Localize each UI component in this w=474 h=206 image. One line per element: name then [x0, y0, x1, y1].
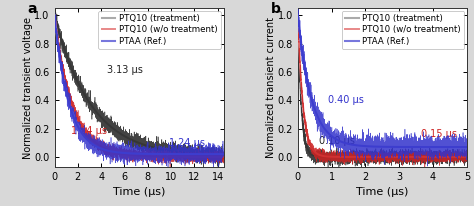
PTQ10 (w/o treatment) — [123, 153, 128, 156]
PTQ10 (treatment) — [123, 136, 128, 138]
PTQ10 (w/o treatment) — [124, 153, 130, 156]
PTQ10 (treatment) — [132, 140, 137, 143]
PTQ10 (treatment) — [295, 14, 301, 16]
PTAA (Ref.) — [52, 14, 57, 16]
Text: 0.10 μs: 0.10 μs — [319, 136, 355, 146]
PTQ10 (w/o treatment) — [221, 156, 227, 158]
X-axis label: Time (μs): Time (μs) — [113, 187, 165, 197]
Legend: PTQ10 (treatment), PTQ10 (w/o treatment), PTAA (Ref.): PTQ10 (treatment), PTQ10 (w/o treatment)… — [98, 11, 221, 49]
Line: PTQ10 (treatment): PTQ10 (treatment) — [55, 15, 224, 156]
PTQ10 (treatment) — [124, 136, 130, 139]
PTAA (Ref.) — [450, 146, 456, 148]
PTQ10 (w/o treatment) — [207, 156, 213, 158]
Y-axis label: Normalized transient current: Normalized transient current — [266, 17, 276, 158]
PTAA (Ref.) — [459, 146, 465, 148]
PTQ10 (treatment) — [375, 156, 381, 158]
PTQ10 (treatment) — [418, 156, 423, 158]
PTQ10 (w/o treatment) — [174, 156, 180, 158]
PTAA (Ref.) — [418, 146, 423, 148]
PTAA (Ref.) — [221, 153, 227, 155]
X-axis label: Time (μs): Time (μs) — [356, 187, 409, 197]
PTQ10 (treatment) — [207, 154, 213, 156]
PTQ10 (w/o treatment) — [216, 156, 221, 158]
Text: 0.40 μs: 0.40 μs — [328, 95, 364, 105]
Text: a: a — [27, 2, 37, 16]
PTQ10 (treatment) — [450, 156, 456, 158]
PTQ10 (treatment) — [464, 156, 470, 158]
PTQ10 (w/o treatment) — [295, 14, 301, 16]
PTAA (Ref.) — [295, 14, 301, 16]
Legend: PTQ10 (treatment), PTQ10 (w/o treatment), PTAA (Ref.): PTQ10 (treatment), PTQ10 (w/o treatment)… — [342, 11, 465, 49]
PTAA (Ref.) — [464, 146, 470, 148]
PTQ10 (treatment) — [221, 154, 227, 157]
PTQ10 (w/o treatment) — [464, 156, 470, 158]
Line: PTAA (Ref.): PTAA (Ref.) — [55, 15, 224, 154]
PTAA (Ref.) — [207, 153, 213, 155]
Line: PTQ10 (treatment): PTQ10 (treatment) — [298, 15, 467, 157]
PTQ10 (w/o treatment) — [375, 156, 381, 158]
Text: 3.13 μs: 3.13 μs — [107, 65, 143, 75]
PTQ10 (treatment) — [367, 156, 373, 158]
Text: 0.15 μs: 0.15 μs — [421, 129, 457, 139]
PTAA (Ref.) — [367, 145, 373, 148]
PTQ10 (treatment) — [366, 156, 372, 158]
Text: 1.54 μs: 1.54 μs — [71, 126, 107, 136]
PTQ10 (w/o treatment) — [366, 156, 372, 158]
PTQ10 (w/o treatment) — [418, 156, 423, 158]
PTAA (Ref.) — [124, 152, 130, 154]
Text: b: b — [271, 2, 281, 16]
Line: PTAA (Ref.): PTAA (Ref.) — [298, 15, 467, 147]
PTAA (Ref.) — [132, 152, 137, 155]
PTQ10 (treatment) — [52, 14, 57, 16]
Line: PTQ10 (w/o treatment): PTQ10 (w/o treatment) — [298, 15, 467, 157]
PTAA (Ref.) — [174, 153, 180, 155]
PTQ10 (w/o treatment) — [367, 156, 373, 158]
PTQ10 (w/o treatment) — [450, 156, 456, 158]
PTQ10 (treatment) — [216, 154, 221, 157]
PTQ10 (w/o treatment) — [52, 14, 57, 16]
PTQ10 (treatment) — [459, 156, 465, 158]
PTQ10 (w/o treatment) — [459, 156, 465, 158]
Text: 1.24 μs: 1.24 μs — [169, 138, 205, 149]
Line: PTQ10 (w/o treatment): PTQ10 (w/o treatment) — [55, 15, 224, 157]
PTQ10 (treatment) — [174, 151, 180, 153]
Y-axis label: Normalized transient voltage: Normalized transient voltage — [23, 16, 33, 159]
PTAA (Ref.) — [123, 152, 128, 154]
PTAA (Ref.) — [375, 145, 381, 148]
PTAA (Ref.) — [216, 153, 221, 155]
PTQ10 (w/o treatment) — [132, 154, 137, 157]
PTAA (Ref.) — [366, 145, 372, 147]
